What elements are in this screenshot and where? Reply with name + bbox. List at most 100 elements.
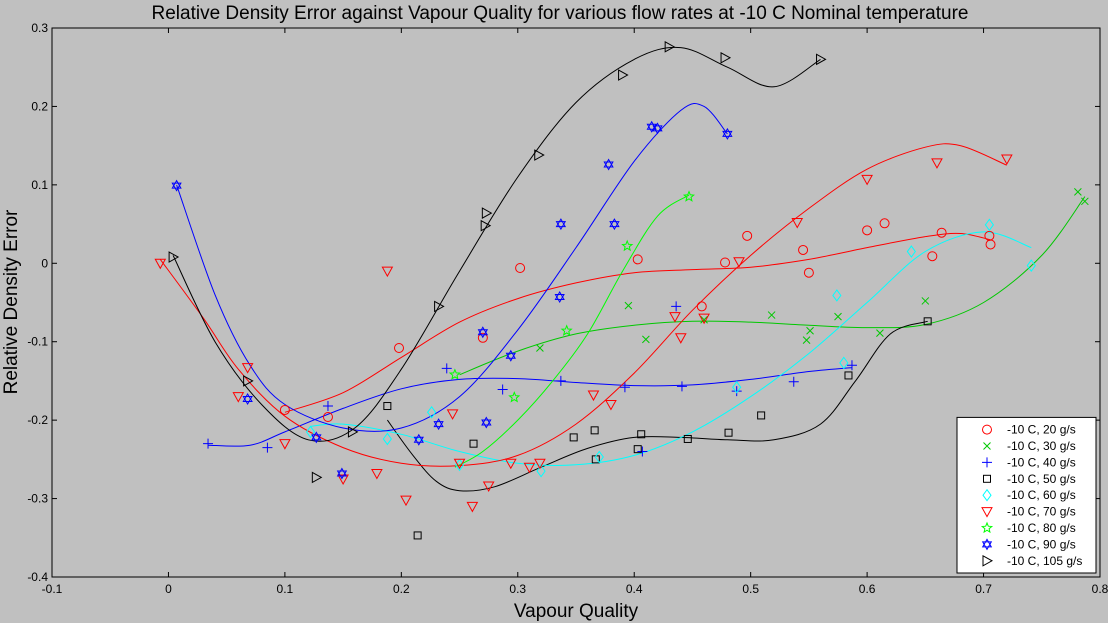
series-points [154, 154, 1013, 513]
data-point [232, 392, 245, 403]
x-tick-label: -0.1 [42, 582, 63, 596]
data-point [322, 401, 333, 412]
axis-ticks: -0.1 0 0.1 0.2 0.3 0.4 0.5 0.6 0.7 0.8 -0.4 -0.3 -0.… [27, 21, 1108, 596]
data-point [720, 257, 731, 268]
y-tick-label: -0.2 [27, 413, 48, 427]
y-tick-label: 0.1 [31, 178, 48, 192]
series-points [448, 190, 695, 403]
data-point [241, 363, 254, 374]
data-point [555, 218, 567, 231]
data-point [371, 468, 383, 480]
data-point [671, 301, 682, 312]
data-point [400, 495, 412, 507]
x-tick-label: 0 [165, 582, 172, 596]
y-tick-label: -0.3 [27, 492, 48, 506]
x-tick-label: 0.4 [626, 582, 643, 596]
data-point [322, 412, 333, 423]
data-point [413, 531, 422, 540]
data-point [311, 431, 322, 444]
data-point [633, 445, 642, 454]
data-point [569, 433, 578, 442]
data-point [700, 315, 708, 324]
data-point [446, 409, 459, 420]
x-tick-label: 0.2 [393, 582, 410, 596]
data-point [862, 225, 873, 236]
y-tick-label: 0 [41, 256, 48, 270]
data-point [682, 190, 695, 202]
data-point [505, 349, 516, 362]
data-point [279, 439, 291, 450]
data-point [413, 433, 424, 446]
data-point [642, 335, 650, 344]
data-point [733, 257, 745, 268]
data-point [605, 399, 617, 411]
data-point [508, 391, 521, 403]
data-point [806, 326, 814, 335]
legend-label: -10 C, 90 g/s [1007, 537, 1076, 551]
data-point [383, 402, 392, 411]
data-point [154, 258, 167, 270]
fit-curve [454, 194, 690, 468]
data-point [609, 218, 620, 231]
data-point [480, 219, 492, 232]
data-point [839, 356, 849, 370]
data-point [757, 411, 766, 420]
data-point [846, 360, 857, 371]
legend-marker [980, 521, 994, 534]
data-point [469, 439, 478, 448]
data-point [523, 462, 536, 474]
legend-marker [981, 538, 993, 551]
series-points [168, 40, 827, 484]
data-point [861, 174, 873, 186]
data-point [816, 53, 827, 66]
data-point [624, 301, 633, 310]
data-point [534, 458, 546, 470]
data-point [536, 344, 544, 352]
x-tick-label: 0.1 [277, 582, 294, 596]
data-point [1026, 259, 1036, 272]
data-point [279, 404, 290, 415]
fit-curve [207, 367, 853, 447]
data-point [560, 324, 573, 336]
data-point [791, 218, 804, 229]
data-point [876, 329, 884, 337]
legend-label: -10 C, 60 g/s [1007, 488, 1076, 502]
data-point [262, 442, 273, 453]
data-point [555, 375, 566, 386]
data-point [168, 251, 180, 263]
data-point [536, 464, 546, 478]
data-point [803, 267, 814, 278]
chart-title: Relative Density Error against Vapour Qu… [152, 3, 969, 24]
y-tick-label: -0.4 [27, 570, 48, 584]
data-point [603, 158, 614, 171]
legend-marker [982, 554, 994, 567]
data-point [844, 371, 853, 380]
data-point [504, 458, 517, 470]
data-point [311, 471, 323, 484]
legend-label: -10 C, 80 g/s [1007, 521, 1076, 535]
data-point [337, 474, 349, 485]
fit-curves [159, 46, 1086, 492]
data-point [441, 363, 452, 374]
data-point [394, 342, 405, 353]
data-points [154, 40, 1089, 540]
legend-label: -10 C, 30 g/s [1007, 439, 1076, 453]
data-point [466, 501, 479, 513]
data-point [923, 317, 932, 326]
y-tick-label: -0.1 [27, 335, 48, 349]
data-point [927, 251, 938, 262]
legend-box [956, 416, 1097, 574]
legend-marker [982, 424, 992, 435]
data-point [590, 426, 599, 435]
data-point [724, 428, 733, 437]
fit-curve [459, 196, 1086, 376]
data-point [637, 430, 646, 439]
data-point [985, 239, 996, 250]
data-point [426, 405, 437, 419]
data-point [832, 289, 842, 302]
data-point [203, 438, 214, 449]
data-point [731, 386, 742, 397]
data-point [834, 312, 842, 321]
data-point [347, 426, 359, 438]
x-tick-label: 0.3 [509, 582, 526, 596]
